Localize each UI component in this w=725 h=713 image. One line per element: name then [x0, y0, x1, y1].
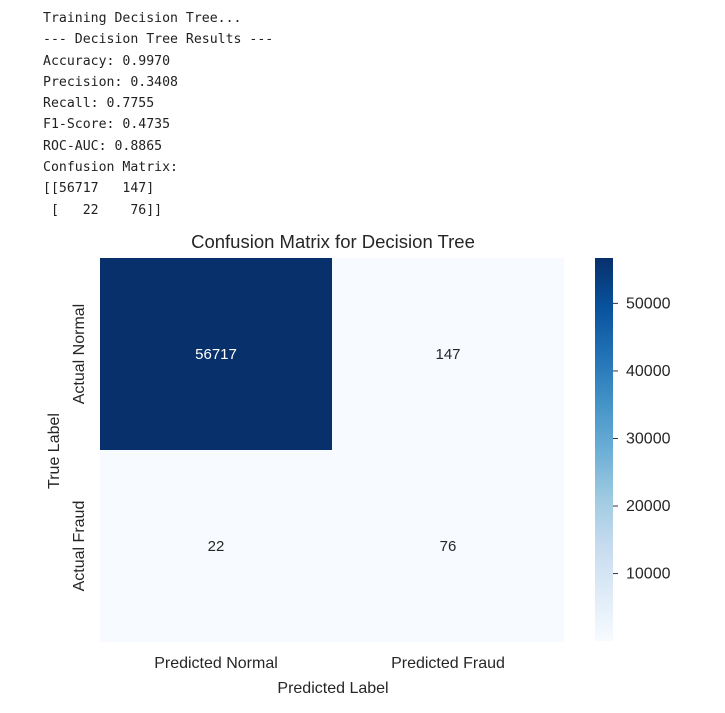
- console-line: ROC-AUC: 0.8865: [43, 138, 163, 154]
- console-line: Precision: 0.3408: [43, 74, 178, 90]
- chart-title: Confusion Matrix for Decision Tree: [191, 231, 475, 252]
- console-line: [ 22 76]]: [43, 202, 163, 218]
- x-tick-labels: Predicted Normal Predicted Fraud: [154, 655, 505, 672]
- cell-value-label: 147: [435, 346, 460, 363]
- heatmap-cells: [100, 258, 564, 642]
- colorbar-ticks: 10000 20000 30000 40000 50000: [613, 295, 671, 583]
- x-tick-label: Predicted Normal: [154, 655, 278, 672]
- y-tick-labels: Actual Normal Actual Fraud: [71, 304, 88, 592]
- console-line: F1-Score: 0.4735: [43, 117, 171, 133]
- cell-value-label: 76: [440, 538, 457, 555]
- cell-actual-fraud-predicted-normal: [100, 450, 332, 642]
- cell-actual-normal-predicted-fraud: [332, 258, 564, 450]
- console-line: Recall: 0.7755: [43, 96, 155, 112]
- x-tick-label: Predicted Fraud: [391, 655, 505, 672]
- y-tick-label: Actual Fraud: [71, 501, 88, 592]
- x-axis-label: Predicted Label: [277, 680, 388, 697]
- colorbar: [595, 258, 613, 641]
- colorbar-tick-label: 10000: [626, 566, 671, 583]
- console-line: Training Decision Tree...: [43, 11, 242, 26]
- colorbar-tick-label: 20000: [626, 498, 671, 515]
- confusion-matrix-figure: Confusion Matrix for Decision Tree 56717…: [46, 231, 671, 697]
- colorbar-tick-label: 40000: [626, 363, 671, 380]
- cell-actual-normal-predicted-normal: [100, 258, 332, 450]
- console-output: Training Decision Tree... --- Decision Tr…: [43, 8, 273, 221]
- cell-value-label: 22: [208, 538, 225, 555]
- colorbar-tick-label: 30000: [626, 430, 671, 447]
- console-line: [[56717 147]: [43, 181, 155, 197]
- y-axis-label: True Label: [46, 413, 63, 489]
- console-line: --- Decision Tree Results ---: [43, 32, 274, 48]
- cell-annotations: 56717 147 22 76: [195, 346, 460, 555]
- console-line: Accuracy: 0.9970: [43, 53, 171, 69]
- cell-actual-fraud-predicted-fraud: [332, 450, 564, 642]
- y-tick-label: Actual Normal: [71, 304, 88, 404]
- colorbar-tick-label: 50000: [626, 295, 671, 312]
- console-line: Confusion Matrix:: [43, 160, 178, 176]
- cell-value-label: 56717: [195, 346, 237, 363]
